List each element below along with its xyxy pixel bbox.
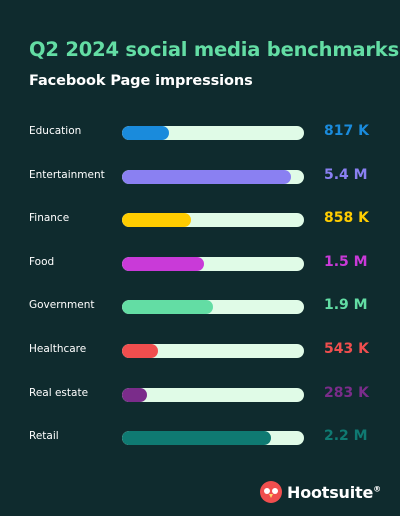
- bar-row: Finance 858 K: [0, 210, 400, 230]
- value-label: 283 K: [324, 384, 369, 401]
- bar-fill: [122, 169, 292, 184]
- category-label: Healthcare: [29, 343, 87, 355]
- bar-track: [122, 344, 304, 358]
- bar-row: Real estate 283 K: [0, 385, 400, 405]
- bar-track: [122, 300, 304, 315]
- bar-fill: [122, 126, 170, 140]
- brand-name: Hootsuite: [287, 482, 374, 502]
- category-label: Real estate: [29, 386, 89, 399]
- value-label: 2.2 M: [324, 428, 368, 445]
- bar-track: [122, 431, 304, 446]
- chart-subtitle: Facebook Page impressions: [29, 73, 253, 89]
- value-label: 858 K: [324, 210, 369, 227]
- bar-row: Entertainment 5.4 M: [0, 167, 400, 187]
- bar-fill: [122, 300, 213, 315]
- bar-track: [122, 387, 304, 402]
- category-label: Education: [29, 125, 82, 137]
- bar-fill: [122, 344, 159, 358]
- bar-track: [122, 213, 304, 228]
- category-label: Retail: [29, 430, 59, 443]
- bar-row: Education 817 K: [0, 123, 400, 143]
- value-label: 1.9 M: [324, 297, 368, 314]
- bar-row: Retail 2.2 M: [0, 428, 400, 448]
- bar-track: [122, 169, 304, 184]
- chart-title: Q2 2024 social media benchmarks: [29, 38, 399, 61]
- category-label: Government: [29, 299, 95, 312]
- category-label: Food: [29, 255, 55, 268]
- bar-row: Government 1.9 M: [0, 297, 400, 317]
- category-label: Finance: [29, 212, 70, 225]
- bar-fill: [122, 387, 148, 402]
- category-label: Entertainment: [29, 168, 105, 181]
- registered-mark: ®: [373, 484, 381, 494]
- bar-fill: [122, 256, 204, 271]
- bar-row: Healthcare 543 K: [0, 341, 400, 361]
- bar-fill: [122, 213, 192, 228]
- brand-logo: Hootsuite®: [260, 481, 381, 503]
- bar-track: [122, 256, 304, 271]
- bar-track: [122, 126, 304, 140]
- value-label: 1.5 M: [324, 253, 368, 270]
- bar-fill: [122, 431, 272, 446]
- value-label: 543 K: [324, 341, 369, 357]
- value-label: 5.4 M: [324, 166, 368, 183]
- value-label: 817 K: [324, 123, 369, 139]
- owl-logo-icon: [260, 481, 282, 503]
- bar-row: Food 1.5 M: [0, 254, 400, 274]
